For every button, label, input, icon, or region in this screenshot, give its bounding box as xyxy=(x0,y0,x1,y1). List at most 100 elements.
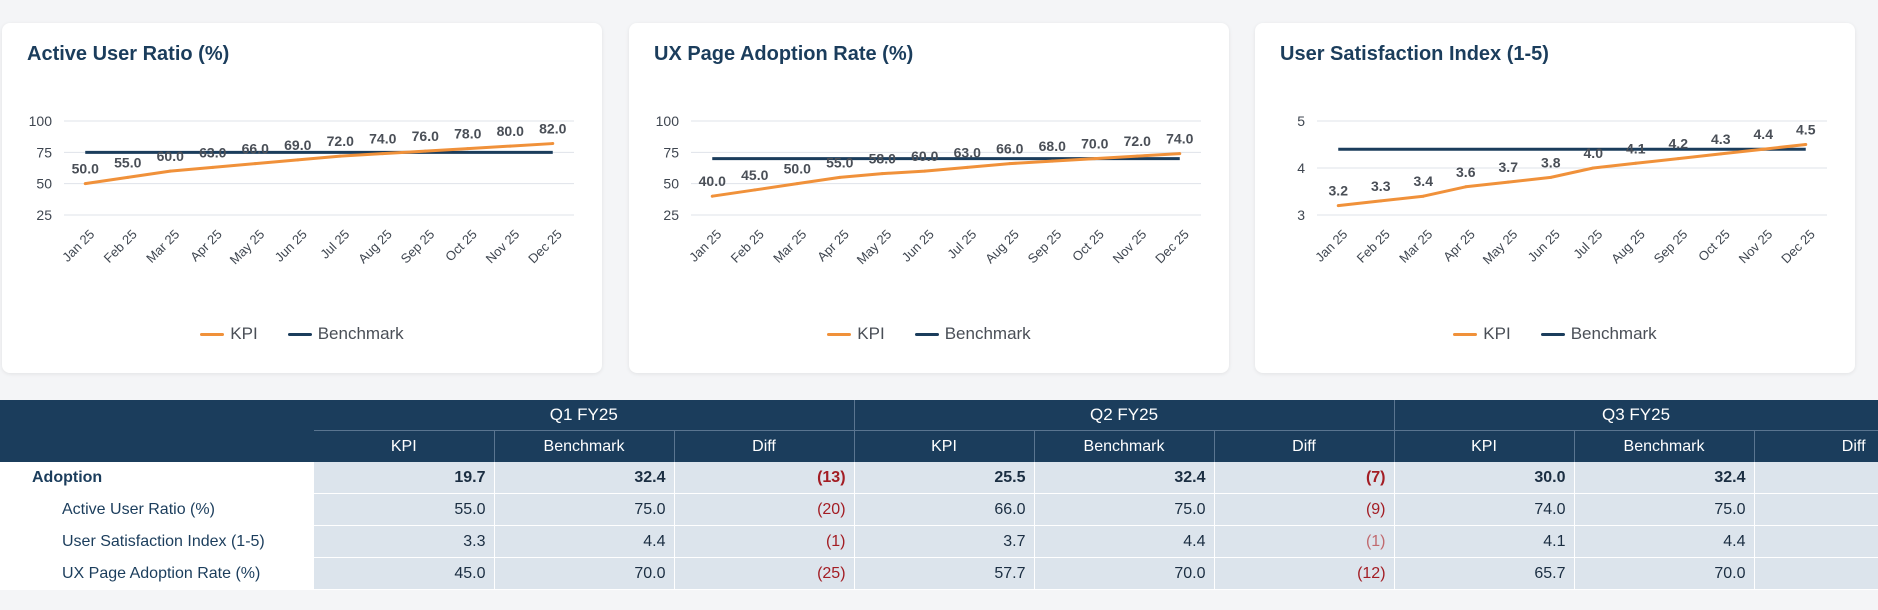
kpi-data-point xyxy=(1093,157,1097,161)
diff-cell: (1) xyxy=(674,525,855,558)
chart-legend: KPI Benchmark xyxy=(629,324,1229,344)
x-tick-label: Jan 25 xyxy=(1312,227,1350,265)
value-cell: 57.7 xyxy=(854,557,1035,590)
kpi-data-point xyxy=(253,162,257,166)
kpi-data-point xyxy=(923,169,927,173)
x-tick-label: Sep 25 xyxy=(1651,227,1691,267)
legend-item-kpi[interactable]: KPI xyxy=(1453,324,1511,344)
x-tick-label: Sep 25 xyxy=(398,227,438,267)
user-satisfaction-chart: 5 4 3 Jan 25 Feb 25 Mar 25 Apr 25 May 25 Jun 25 J… xyxy=(1297,113,1827,268)
x-tick-label: Oct 25 xyxy=(1069,227,1107,265)
x-tick-label: Jul 25 xyxy=(317,227,352,262)
kpi-data-label: 3.2 xyxy=(1329,183,1349,199)
y-tick-label: 3 xyxy=(1297,207,1305,223)
x-tick-label: May 25 xyxy=(1480,227,1521,268)
y-tick-label: 100 xyxy=(656,113,680,129)
legend-label-benchmark: Benchmark xyxy=(317,324,404,343)
kpi-data-point xyxy=(1421,194,1425,198)
y-tick-label: 5 xyxy=(1297,113,1305,129)
x-tick-label: Feb 25 xyxy=(101,227,140,266)
chart-card-user-satisfaction: User Satisfaction Index (1-5) 5 4 3 Jan 25 F… xyxy=(1255,23,1855,373)
x-tick-label: Dec 25 xyxy=(525,227,565,267)
legend-item-kpi[interactable]: KPI xyxy=(200,324,258,344)
y-tick-label: 75 xyxy=(36,144,52,160)
value-cell: 4.4 xyxy=(1574,525,1755,558)
value-cell: 3.3 xyxy=(314,525,495,558)
kpi-series-line xyxy=(712,152,1180,198)
x-tick-label: Jul 25 xyxy=(944,227,979,262)
kpi-data-point xyxy=(1050,159,1054,163)
y-tick-label: 100 xyxy=(29,113,53,129)
legend-label-benchmark: Benchmark xyxy=(944,324,1031,343)
kpi-data-label: 4.5 xyxy=(1796,122,1816,138)
legend-label-kpi: KPI xyxy=(230,324,258,343)
kpi-data-label: 55.0 xyxy=(114,154,141,170)
kpi-data-point xyxy=(1336,204,1340,208)
x-tick-label: Aug 25 xyxy=(355,227,395,267)
kpi-data-label: 3.7 xyxy=(1499,159,1519,175)
kpi-data-label: 4.0 xyxy=(1584,145,1604,161)
legend-item-benchmark[interactable]: Benchmark xyxy=(914,324,1031,344)
column-header-kpi: KPI xyxy=(1394,430,1575,462)
x-tick-label: Apr 25 xyxy=(1440,227,1478,265)
metric-header-row: KPI Benchmark Diff KPI Benchmark Diff KP… xyxy=(0,430,1878,462)
quarter-header: Q2 FY25 xyxy=(854,400,1395,431)
kpi-data-point xyxy=(551,142,555,146)
kpi-data-point xyxy=(710,194,714,198)
diff-cell: (9) xyxy=(1214,493,1395,526)
chart-title: Active User Ratio (%) xyxy=(27,43,230,65)
legend-item-benchmark[interactable]: Benchmark xyxy=(287,324,404,344)
kpi-data-point xyxy=(1634,161,1638,165)
kpi-data-label: 3.8 xyxy=(1541,154,1561,170)
kpi-data-point xyxy=(338,154,342,158)
x-tick-label: Nov 25 xyxy=(483,227,523,267)
chart-legend: KPI Benchmark xyxy=(2,324,602,344)
kpi-data-label: 3.4 xyxy=(1414,173,1434,189)
value-cell: 25.5 xyxy=(854,462,1035,494)
kpi-data-label: 55.0 xyxy=(826,154,853,170)
diff-cell: (13) xyxy=(674,462,855,494)
kpi-series-line xyxy=(85,142,553,186)
x-tick-label: Feb 25 xyxy=(728,227,767,266)
diff-cell xyxy=(1754,525,1878,558)
kpi-data-point xyxy=(1549,175,1553,179)
kpi-data-label: 4.2 xyxy=(1669,136,1689,152)
x-tick-label: Mar 25 xyxy=(1396,227,1435,266)
x-tick-label: Jan 25 xyxy=(59,227,97,265)
kpi-data-point xyxy=(1464,185,1468,189)
kpi-data-point xyxy=(83,182,87,186)
kpi-data-point xyxy=(1379,199,1383,203)
row-label: UX Page Adoption Rate (%) xyxy=(0,557,314,590)
kpi-data-point xyxy=(1676,157,1680,161)
column-header-benchmark: Benchmark xyxy=(1034,430,1215,462)
kpi-data-label: 4.4 xyxy=(1754,126,1774,142)
kpi-data-label: 58.0 xyxy=(869,151,896,167)
value-cell: 74.0 xyxy=(1394,493,1575,526)
value-cell: 66.0 xyxy=(854,493,1035,526)
kpi-data-label: 66.0 xyxy=(996,141,1023,157)
value-cell: 4.1 xyxy=(1394,525,1575,558)
x-tick-label: Apr 25 xyxy=(814,227,852,265)
diff-cell: (7) xyxy=(1214,462,1395,494)
kpi-data-label: 66.0 xyxy=(242,141,269,157)
kpi-data-point xyxy=(1506,180,1510,184)
legend-label-benchmark: Benchmark xyxy=(1570,324,1657,343)
benchmark-swatch-icon xyxy=(914,332,939,336)
x-tick-label: May 25 xyxy=(227,227,268,268)
chart-card-ux-page-adoption: UX Page Adoption Rate (%) 100 75 50 25 Jan 2… xyxy=(629,23,1229,373)
kpi-data-point xyxy=(296,158,300,162)
kpi-data-point xyxy=(880,172,884,176)
legend-item-kpi[interactable]: KPI xyxy=(827,324,885,344)
x-tick-label: Feb 25 xyxy=(1354,227,1393,266)
kpi-data-point xyxy=(423,149,427,153)
x-tick-label: Jan 25 xyxy=(686,227,724,265)
y-tick-label: 50 xyxy=(663,176,679,192)
kpi-data-point xyxy=(381,152,385,156)
legend-item-benchmark[interactable]: Benchmark xyxy=(1540,324,1657,344)
diff-cell: (12) xyxy=(1214,557,1395,590)
kpi-data-point xyxy=(1719,152,1723,156)
x-tick-label: Mar 25 xyxy=(770,227,809,266)
value-cell: 75.0 xyxy=(1034,493,1215,526)
